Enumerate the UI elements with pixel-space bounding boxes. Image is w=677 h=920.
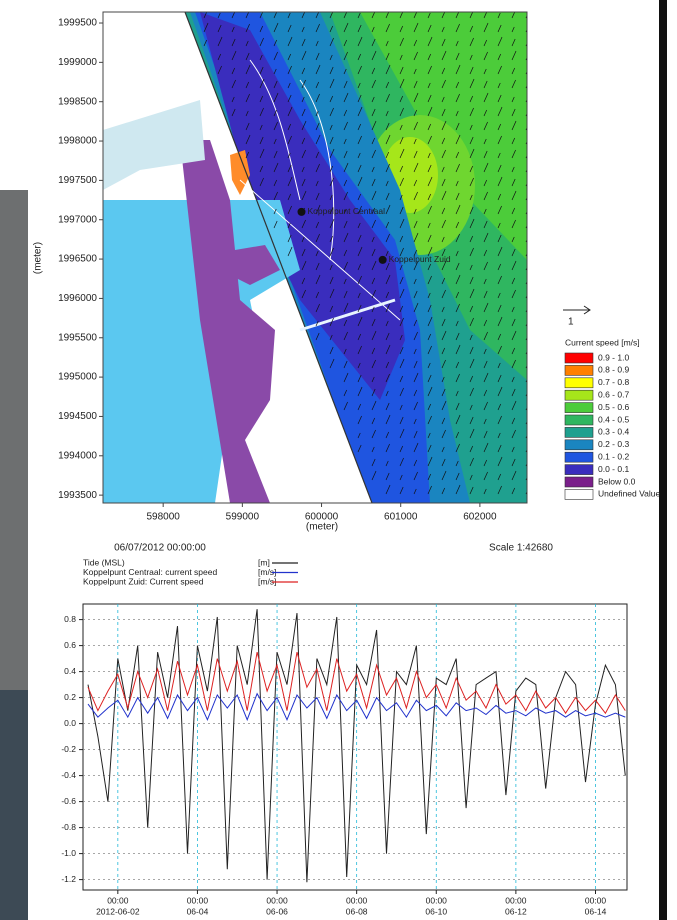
legend-label: 0.3 - 0.4: [598, 427, 629, 437]
x-tick-label: 2012-06-02: [96, 906, 140, 916]
y-tick-label: -0.6: [61, 796, 76, 806]
legend-swatch: [565, 403, 593, 413]
y-tick-label: 0.0: [64, 718, 76, 728]
y-tick-label: 1998500: [58, 96, 97, 107]
y-tick-label: 1994000: [58, 450, 97, 461]
legend-label: 0.7 - 0.8: [598, 377, 629, 387]
y-tick-label: -0.4: [61, 770, 76, 780]
photo-strip: [0, 690, 28, 920]
legend-swatch: [565, 378, 593, 388]
y-tick-label: -1.2: [61, 874, 76, 884]
plot-frame: [83, 604, 627, 890]
y-tick-label: 1998000: [58, 136, 97, 147]
legend-swatch: [565, 390, 593, 400]
legend-label: 0.6 - 0.7: [598, 389, 629, 399]
legend-swatch: [565, 415, 593, 425]
legend-label: Tide (MSL): [83, 557, 125, 567]
legend-swatch: [565, 440, 593, 450]
x-tick-label: 602000: [463, 512, 497, 523]
legend-label: 0.9 - 1.0: [598, 352, 629, 362]
y-axis-label: (meter): [33, 242, 44, 274]
x-tick-label: 600000: [305, 512, 339, 523]
legend-label: Koppelpunt Centraal: current speed: [83, 567, 217, 577]
scale-label: Scale 1:42680: [489, 543, 553, 554]
station-label: Koppelpunt Centraal: [308, 206, 386, 216]
legend-swatch: [565, 465, 593, 475]
x-tick-label: 06-06: [266, 906, 288, 916]
legend-swatch: [565, 427, 593, 437]
y-tick-label: -1.0: [61, 848, 76, 858]
legend-label: Undefined Value: [598, 489, 660, 499]
y-tick-label: -0.8: [61, 822, 76, 832]
legend-label: Koppelpunt Zuid: Current speed: [83, 576, 204, 586]
y-tick-label: 0.2: [64, 692, 76, 702]
edge-bar: [659, 0, 667, 920]
x-axis-label: (meter): [306, 522, 338, 533]
y-tick-label: 1993500: [58, 490, 97, 501]
legend-swatch: [565, 489, 593, 499]
legend-label: 0.8 - 0.9: [598, 365, 629, 375]
legend-label: 0.4 - 0.5: [598, 414, 629, 424]
legend-title: Current speed [m/s]: [565, 337, 640, 347]
y-tick-label: 1996000: [58, 293, 97, 304]
y-tick-label: -0.2: [61, 744, 76, 754]
x-tick-label: 00:00: [426, 895, 448, 905]
legend-label: Below 0.0: [598, 476, 636, 486]
x-tick-label: 06-14: [585, 906, 607, 916]
y-tick-label: 1999000: [58, 57, 97, 68]
x-tick-label: 06-08: [346, 906, 368, 916]
legend-unit: [m]: [258, 557, 270, 567]
x-tick-label: 00:00: [107, 895, 129, 905]
photo-strip: [0, 190, 28, 690]
y-tick-label: 1995500: [58, 332, 97, 343]
page: (meter) (meter) 06/07/2012 00:00:00 Scal…: [0, 0, 677, 920]
x-tick-label: 00:00: [346, 895, 368, 905]
y-tick-label: 1997000: [58, 214, 97, 225]
legend-label: 0.5 - 0.6: [598, 402, 629, 412]
x-tick-label: 00:00: [585, 895, 607, 905]
station-point: [298, 208, 306, 216]
x-tick-label: 00:00: [187, 895, 209, 905]
legend-label: 0.1 - 0.2: [598, 451, 629, 461]
y-tick-label: 1997500: [58, 175, 97, 186]
x-tick-label: 598000: [146, 512, 180, 523]
legend-label: 0.2 - 0.3: [598, 439, 629, 449]
screenshot: (meter) (meter) 06/07/2012 00:00:00 Scal…: [0, 0, 677, 920]
x-tick-label: 06-04: [187, 906, 209, 916]
x-tick-label: 601000: [384, 512, 418, 523]
x-tick-label: 599000: [226, 512, 260, 523]
timestamp: 06/07/2012 00:00:00: [114, 543, 206, 554]
vector-scale-label: 1: [568, 317, 574, 328]
y-tick-label: 0.6: [64, 640, 76, 650]
legend-unit: [m/s]: [258, 567, 276, 577]
y-tick-label: 1996500: [58, 254, 97, 265]
x-tick-label: 00:00: [505, 895, 527, 905]
x-tick-label: 00:00: [266, 895, 288, 905]
legend-unit: [m/s]: [258, 576, 276, 586]
y-tick-label: 0.8: [64, 614, 76, 624]
y-tick-label: 1995000: [58, 372, 97, 383]
station-label: Koppelpunt Zuid: [389, 254, 451, 264]
y-tick-label: 1994500: [58, 411, 97, 422]
legend-swatch: [565, 365, 593, 375]
map-field: [103, 9, 530, 503]
legend-swatch: [565, 452, 593, 462]
x-tick-label: 06-12: [505, 906, 527, 916]
y-tick-label: 0.4: [64, 666, 76, 676]
station-point: [379, 256, 387, 264]
x-tick-label: 06-10: [425, 906, 447, 916]
legend-label: 0.0 - 0.1: [598, 464, 629, 474]
legend-swatch: [565, 353, 593, 363]
y-tick-label: 1999500: [58, 18, 97, 29]
legend-swatch: [565, 477, 593, 487]
